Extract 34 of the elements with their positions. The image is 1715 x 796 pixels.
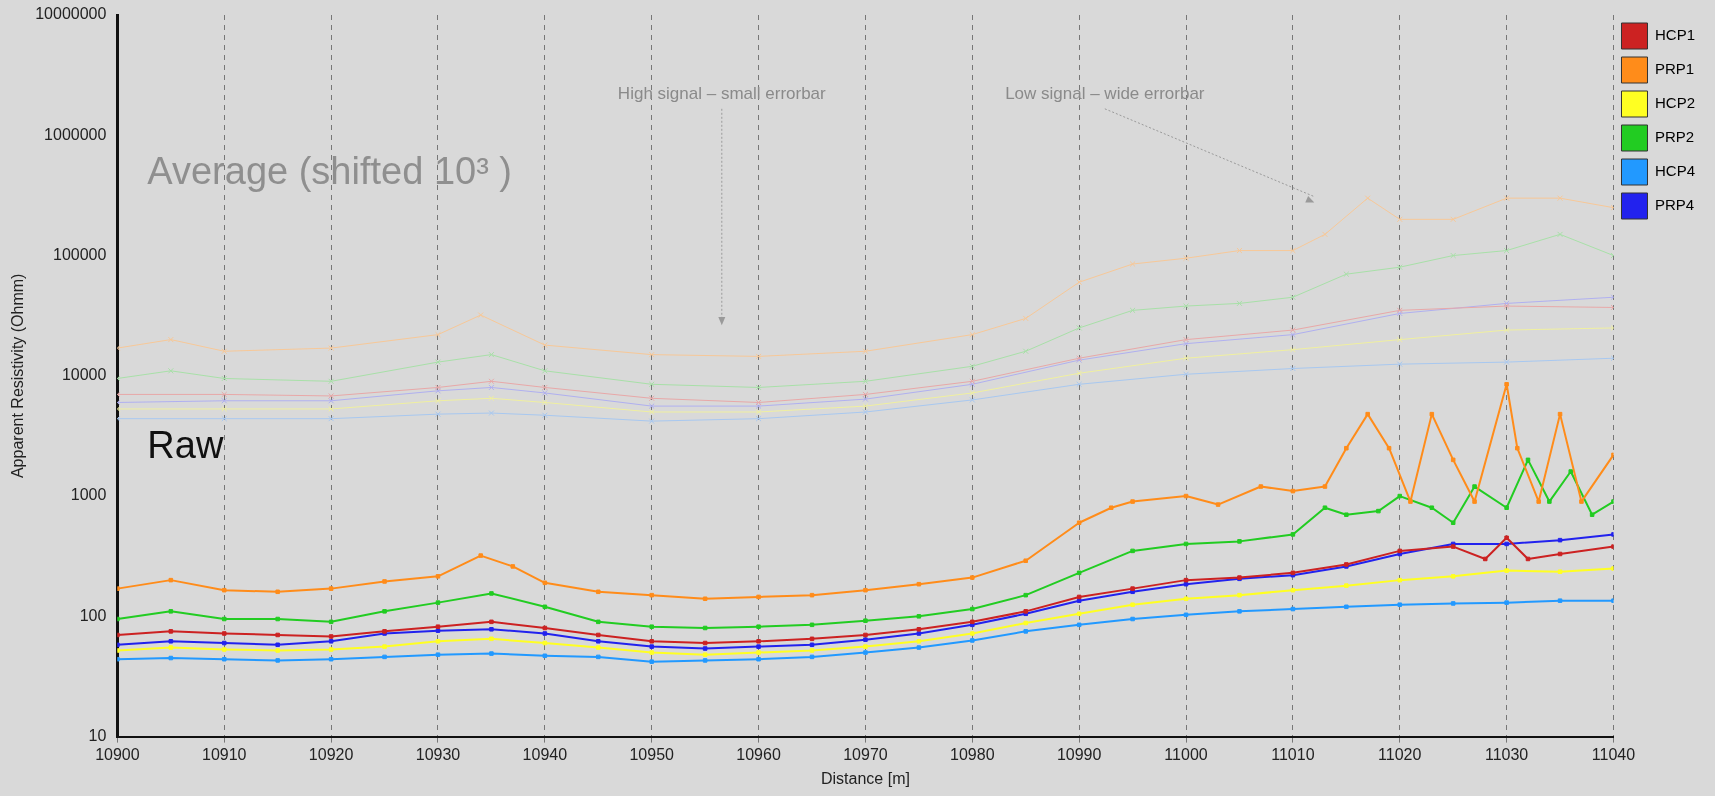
- y-tick-label: 100: [79, 606, 107, 624]
- x-tick-label: 11030: [1484, 745, 1529, 763]
- annotation: High signal – small errorbar: [617, 84, 827, 103]
- x-tick-label: 10990: [1056, 745, 1102, 763]
- y-tick-label: 10000: [61, 366, 107, 384]
- y-tick-label: 10: [88, 727, 107, 745]
- legend-label: HCP1: [1654, 26, 1695, 44]
- legend-label: PRP1: [1654, 60, 1695, 78]
- legend-label: PRP2: [1654, 128, 1695, 146]
- x-tick-label: 10920: [308, 745, 354, 763]
- y-tick-label: 1000000: [44, 125, 107, 143]
- legend-label: HCP2: [1654, 94, 1695, 112]
- x-tick-label: 10980: [950, 745, 995, 763]
- x-tick-label: 11040: [1591, 745, 1636, 763]
- x-tick-label: 11020: [1378, 745, 1422, 763]
- legend-label: PRP4: [1654, 196, 1695, 214]
- annotation: Low signal – wide errorbar: [1005, 84, 1205, 103]
- y-axis-title: Apparent Resistivity (Ohmm): [9, 273, 27, 479]
- x-tick-label: 11010: [1271, 745, 1315, 763]
- x-tick-label: 10900: [95, 745, 140, 763]
- x-tick-label: 11000: [1164, 745, 1208, 763]
- y-tick-label: 100000: [53, 245, 107, 263]
- annotation: Average (shifted 10³ ): [147, 150, 513, 193]
- x-tick-label: 10960: [736, 745, 781, 763]
- y-tick-label: 1000: [70, 486, 107, 504]
- x-axis-title: Distance [m]: [820, 769, 910, 787]
- x-tick-label: 10930: [415, 745, 461, 763]
- y-tick-label: 10000000: [35, 5, 107, 23]
- x-tick-label: 10970: [843, 745, 888, 763]
- x-tick-label: 10950: [629, 745, 675, 763]
- legend-label: HCP4: [1654, 162, 1695, 180]
- annotation: Raw: [147, 424, 224, 467]
- x-tick-label: 10910: [202, 745, 247, 763]
- x-tick-label: 10940: [522, 745, 568, 763]
